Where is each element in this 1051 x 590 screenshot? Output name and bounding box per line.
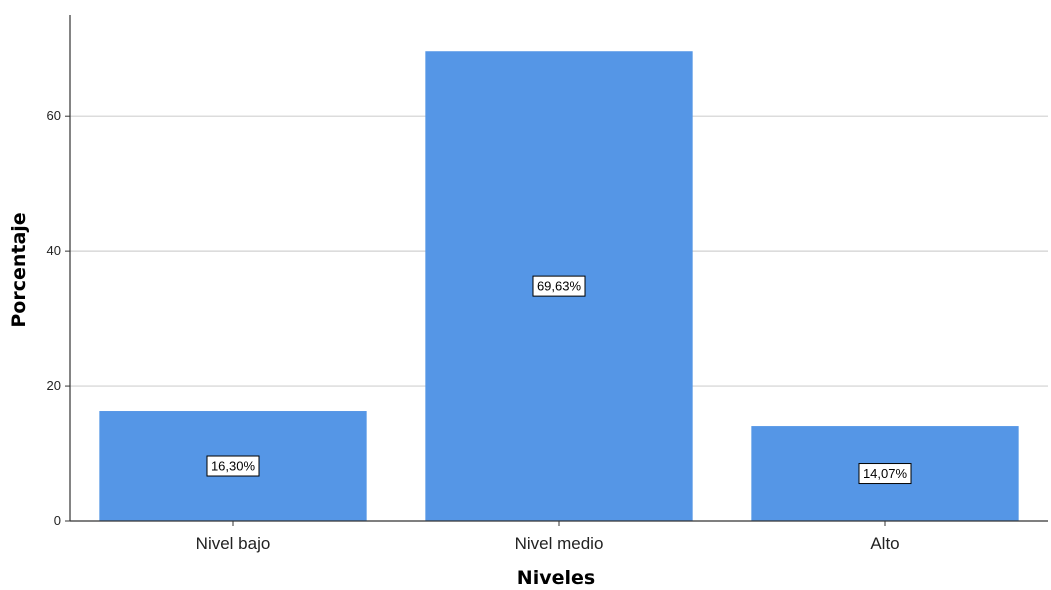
data-label: 69,63% [537, 279, 582, 294]
data-labels: 16,30% 69,63% 14,07% [206, 275, 912, 485]
data-label-box [206, 455, 260, 477]
x-axis-title: Niveles [517, 567, 595, 589]
x-tick-label: Nivel medio [515, 534, 604, 553]
axes: 0 20 40 60 Nivel bajo Nivel medio Alto [47, 15, 1048, 553]
data-label: 16,30% [211, 459, 256, 474]
x-tick-label: Alto [870, 534, 899, 553]
y-tick-label: 20 [47, 378, 61, 393]
x-tick-label: Nivel bajo [196, 534, 271, 553]
y-tick-label: 40 [47, 243, 61, 258]
y-tick-label: 0 [54, 513, 61, 528]
data-label-box [858, 463, 912, 485]
data-label-box [532, 275, 586, 297]
y-axis-title: Porcentaje [8, 212, 30, 327]
y-tick-label: 60 [47, 108, 61, 123]
data-label: 14,07% [863, 466, 908, 481]
